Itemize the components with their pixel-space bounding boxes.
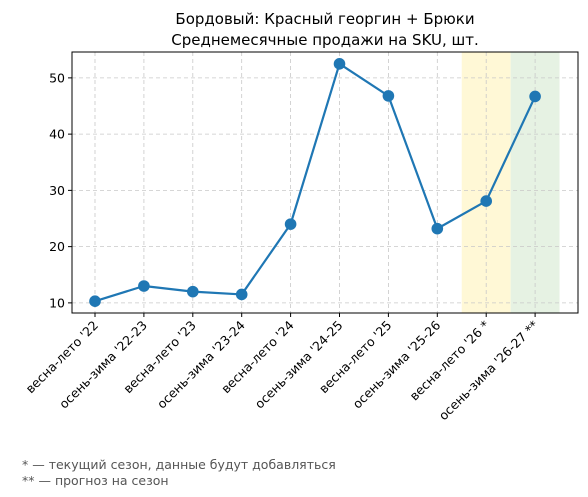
y-tick-label-2: 30 xyxy=(49,183,65,198)
y-tick-label-3: 40 xyxy=(49,127,65,142)
x-tick-label-3: осень-зима '23-24 xyxy=(154,317,248,411)
series-line xyxy=(94,62,537,303)
data-point-2 xyxy=(187,285,199,298)
footnote-forecast: ** — прогноз на сезон xyxy=(22,473,169,488)
season-highlight-bands xyxy=(461,52,560,313)
x-tick-label-9: осень-зима '26-27 ** xyxy=(436,318,542,424)
series-points xyxy=(89,58,541,307)
data-point-8 xyxy=(480,195,493,207)
y-tick-label-1: 20 xyxy=(49,239,65,254)
data-point-9 xyxy=(529,90,541,103)
footnote-current-season: * — текущий сезон, данные будут добавлят… xyxy=(22,457,336,472)
season-band-current xyxy=(461,52,511,313)
y-tick-label-0: 10 xyxy=(49,295,65,310)
data-point-3 xyxy=(235,288,248,301)
data-point-1 xyxy=(138,280,150,292)
x-tick-label-7: осень-зима '25-26 xyxy=(349,317,443,411)
data-point-4 xyxy=(284,218,297,230)
plot-frame xyxy=(71,51,579,314)
x-tick-label-1: осень-зима '22-23 xyxy=(56,318,150,412)
data-point-7 xyxy=(431,222,444,235)
chart-title-line-1: Бордовый: Красный георгин + Брюки xyxy=(175,10,474,28)
chart-title-line-2: Среднемесячные продажи на SKU, шт. xyxy=(171,31,479,49)
y-tick-label-4: 50 xyxy=(49,70,65,85)
data-point-5 xyxy=(333,58,346,70)
grid-lines xyxy=(72,52,578,313)
x-tick-label-5: осень-зима '24-25 xyxy=(252,318,346,412)
data-point-0 xyxy=(89,295,101,307)
data-point-6 xyxy=(382,90,395,102)
y-axis: 10 20 30 40 50 xyxy=(49,70,72,310)
